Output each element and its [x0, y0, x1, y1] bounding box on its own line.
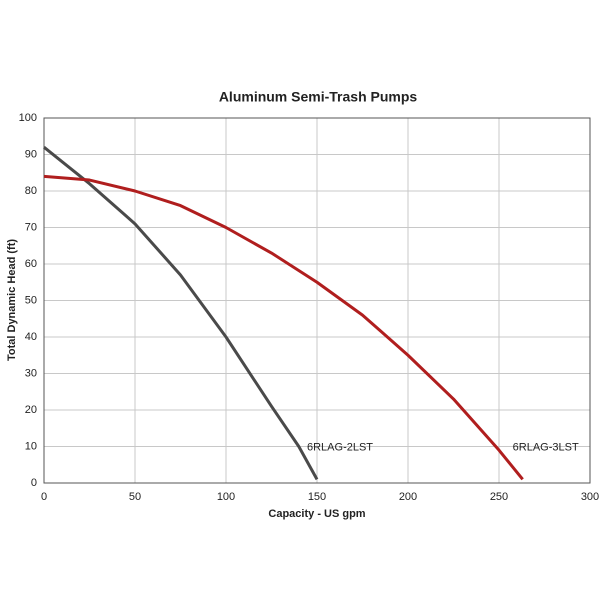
- y-tick-label: 60: [25, 258, 37, 270]
- series-line: [43, 146, 319, 481]
- x-tick-label: 300: [581, 491, 599, 503]
- y-tick-label: 90: [25, 148, 37, 160]
- y-tick-label: 10: [25, 440, 37, 452]
- y-tick-label: 20: [25, 404, 37, 416]
- x-tick-label: 50: [129, 491, 141, 503]
- y-tick-label: 80: [25, 185, 37, 197]
- x-tick-label: 250: [490, 491, 508, 503]
- y-tick-label: 50: [25, 294, 37, 306]
- y-tick-label: 40: [25, 331, 37, 343]
- y-axis-title: Total Dynamic Head (ft): [6, 239, 18, 361]
- x-tick-label: 0: [41, 491, 47, 503]
- series-label: 6RLAG-3LST: [513, 441, 579, 453]
- plot-frame: [43, 117, 591, 484]
- series-line: [43, 174, 524, 481]
- x-axis-title: Capacity - US gpm: [268, 508, 365, 520]
- y-tick-label: 100: [19, 112, 37, 124]
- y-tick-label: 0: [31, 477, 37, 489]
- y-tick-label: 70: [25, 221, 37, 233]
- x-tick-label: 200: [399, 491, 417, 503]
- series-label: 6RLAG-2LST: [307, 441, 373, 453]
- x-tick-label: 150: [308, 491, 326, 503]
- x-tick-label: 100: [217, 491, 235, 503]
- y-tick-label: 30: [25, 367, 37, 379]
- chart-title: Aluminum Semi-Trash Pumps: [219, 89, 418, 105]
